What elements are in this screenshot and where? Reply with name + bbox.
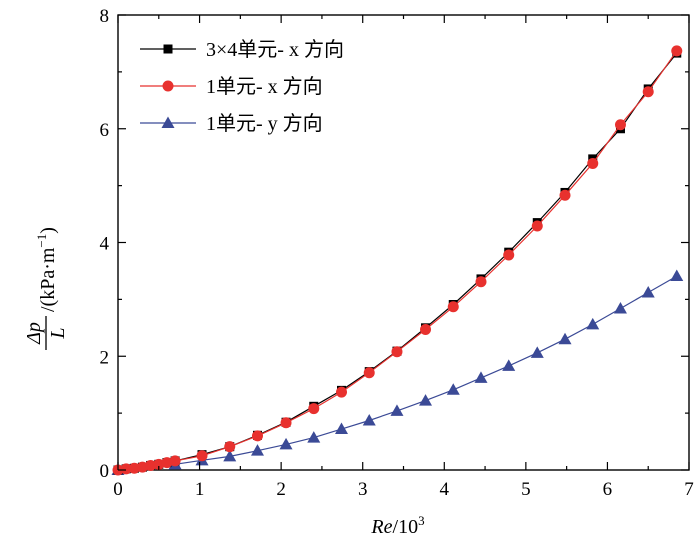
y-tick-label: 2 xyxy=(100,347,110,368)
data-point-circle xyxy=(196,450,208,462)
data-point-triangle xyxy=(530,346,544,358)
data-point-circle xyxy=(336,386,348,398)
data-point-triangle xyxy=(502,359,516,371)
data-point-circle xyxy=(280,417,292,429)
data-point-circle xyxy=(145,459,157,471)
y-axis-title-denominator: L xyxy=(47,327,69,339)
data-point-triangle xyxy=(335,422,349,435)
plot-frame xyxy=(117,14,690,471)
legend-item: 3×4单元- x 方向 xyxy=(140,38,344,61)
legend-marker-triangle xyxy=(161,116,175,128)
data-point-circle xyxy=(447,301,459,313)
data-point-triangle xyxy=(641,286,655,298)
data-point-triangle xyxy=(586,317,600,330)
x-tick-label: 3 xyxy=(358,479,368,500)
legend-marker-circle xyxy=(162,80,174,92)
legend-label: 1单元- x 方向 xyxy=(206,75,323,98)
y-axis-title: Δp L /(kPa·m−1) xyxy=(23,227,69,350)
x-tick-label: 6 xyxy=(603,479,613,500)
data-point-circle xyxy=(136,461,148,473)
series-triangle xyxy=(111,269,684,475)
data-point-triangle xyxy=(613,301,627,314)
data-point-triangle xyxy=(362,414,376,426)
x-axis-title-sep: /10 xyxy=(393,516,419,538)
data-point-circle xyxy=(120,463,132,475)
data-point-circle xyxy=(128,462,140,474)
y-axis-unit-prefix: /(kPa·m xyxy=(37,247,59,312)
data-point-circle xyxy=(614,119,626,131)
legend: 3×4单元- x 方向 1单元- x 方向 1单元- y 方向 xyxy=(140,38,344,135)
data-point-triangle xyxy=(279,437,293,450)
x-tick-label: 7 xyxy=(684,479,694,500)
data-point-circle xyxy=(169,455,181,467)
y-tick-label: 4 xyxy=(100,234,110,255)
data-point-triangle xyxy=(670,269,684,282)
data-point-triangle xyxy=(250,444,264,456)
x-tick-label: 2 xyxy=(276,479,286,500)
data-point-circle xyxy=(559,189,571,201)
y-axis-title-numerator: Δp xyxy=(23,322,45,345)
data-point-triangle xyxy=(223,449,237,462)
legend-item: 1单元- y 方向 xyxy=(140,112,323,135)
data-point-triangle xyxy=(419,394,433,406)
data-point-triangle xyxy=(558,332,572,345)
data-point-circle xyxy=(671,45,683,57)
x-axis-title: Re/103 xyxy=(370,513,424,538)
data-point-circle xyxy=(161,457,173,469)
y-axis-title-unit: /(kPa·m−1) xyxy=(34,227,59,312)
data-point-circle xyxy=(251,430,263,442)
y-tick-label: 0 xyxy=(100,461,110,482)
y-tick-label: 8 xyxy=(100,6,110,27)
x-tick-label: 0 xyxy=(113,479,123,500)
data-point-circle xyxy=(308,403,320,415)
data-point-circle xyxy=(531,220,543,232)
data-point-circle xyxy=(363,367,375,379)
legend-label: 3×4单元- x 方向 xyxy=(206,38,344,61)
data-point-circle xyxy=(587,157,599,169)
series-circle xyxy=(112,45,683,476)
legend-item: 1单元- x 方向 xyxy=(140,75,323,98)
x-axis-title-main: Re xyxy=(370,516,392,538)
data-point-circle xyxy=(153,458,165,470)
x-tick-label: 1 xyxy=(195,479,205,500)
y-axis-unit-suffix: ) xyxy=(37,227,59,234)
data-point-circle xyxy=(475,276,487,288)
series-layer xyxy=(111,45,684,476)
data-point-circle xyxy=(420,324,432,336)
data-point-triangle xyxy=(474,371,488,383)
y-axis-unit-sup: −1 xyxy=(34,234,49,248)
x-tick-label: 4 xyxy=(440,479,450,500)
data-point-triangle xyxy=(390,404,404,416)
y-tick-label: 6 xyxy=(100,120,110,141)
x-axis-title-sup: 3 xyxy=(418,513,425,528)
legend-label: 1单元- y 方向 xyxy=(206,112,323,135)
data-point-circle xyxy=(642,86,654,98)
series-line-triangle xyxy=(117,275,678,471)
legend-marker-square xyxy=(163,44,173,54)
data-point-triangle xyxy=(446,383,460,395)
data-point-circle xyxy=(224,441,236,453)
data-point-circle xyxy=(503,249,515,261)
x-tick-label: 5 xyxy=(521,479,531,500)
data-point-triangle xyxy=(307,431,321,443)
data-point-circle xyxy=(391,346,403,358)
